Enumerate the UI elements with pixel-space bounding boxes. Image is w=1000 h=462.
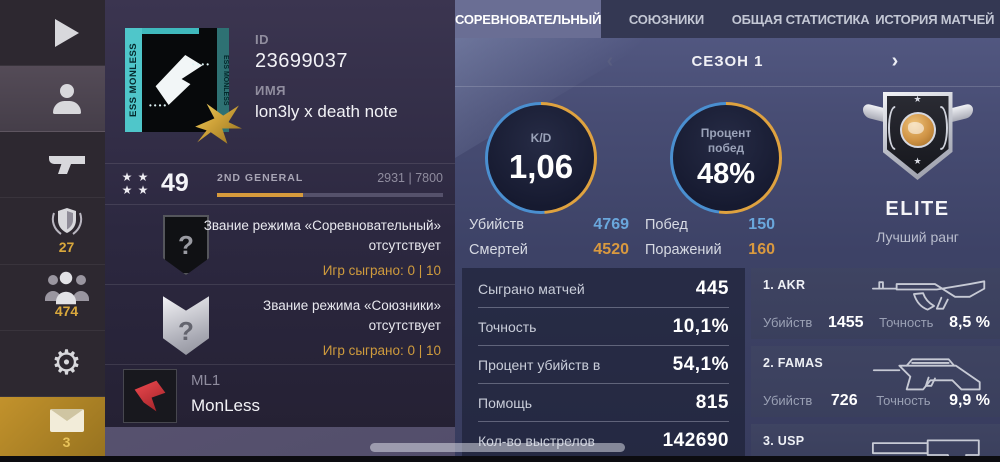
id-label: ID xyxy=(255,32,269,47)
kd-label: K/D xyxy=(530,130,552,145)
play-icon xyxy=(54,18,79,47)
avatar-side-text-right: ESS MONLESS xyxy=(217,28,229,132)
identity-block: ID 23699037 ИМЯ lon3ly x death note xyxy=(255,32,398,122)
pistol-icon xyxy=(48,153,86,177)
divider xyxy=(455,86,1000,87)
winrate-value: 48% xyxy=(696,157,756,190)
rifle-icon xyxy=(867,274,992,316)
tab-allies[interactable]: СОЮЗНИКИ xyxy=(628,11,705,27)
clan-tag: ML1 xyxy=(191,372,221,389)
achievements-count: 27 xyxy=(58,238,75,255)
stat-row-matches: Сыграно матчей 445 xyxy=(478,270,729,308)
wins-value: 150 xyxy=(748,216,775,233)
level-stars-icon: ★ ★ ★ ★ xyxy=(121,170,149,197)
allies-rank-row[interactable]: ? Звание режима «Союзники» отсутствует Иг… xyxy=(105,286,455,365)
losses-value: 160 xyxy=(748,241,775,258)
player-name: lon3ly x death note xyxy=(255,102,398,121)
winrate-breakdown: Побед 150 Поражений 160 xyxy=(645,216,775,266)
deaths-label: Смертей xyxy=(469,242,528,258)
sidebar-item-mail[interactable]: 3 xyxy=(0,396,105,462)
person-icon xyxy=(52,83,82,114)
famas-icon xyxy=(867,352,992,394)
level-xp: 2931 | 7800 xyxy=(377,171,443,185)
sidebar-item-friends[interactable]: 474 xyxy=(0,265,105,331)
losses-label: Поражений xyxy=(645,242,722,258)
avatar[interactable]: ESS MONLESS ESS MONLESS •••• •••• xyxy=(125,28,242,144)
stats-panel: СОРЕВНОВАТЕЛЬНЫЙ СОЮЗНИКИ ОБЩАЯ СТАТИСТИ… xyxy=(455,0,1000,462)
stat-row-shots: Кол-во выстрелов 142690 xyxy=(478,430,729,451)
horizontal-scrollbar[interactable] xyxy=(370,443,625,452)
level-rank-title: 2ND GENERAL xyxy=(217,172,304,184)
kd-value: 1,06 xyxy=(508,147,574,185)
avatar-dots: •••• xyxy=(191,60,211,69)
clan-logo xyxy=(123,369,177,423)
weapon-card-usp[interactable]: 3. USP xyxy=(751,424,1000,462)
player-panel: ESS MONLESS ESS MONLESS •••• •••• ID 236… xyxy=(105,0,455,427)
competitive-rank-title: Звание режима «Соревновательный» отсутств… xyxy=(203,218,441,253)
elite-rank-badge-icon: ★ ★ xyxy=(862,92,973,184)
id-value: 23699037 xyxy=(255,50,348,72)
competitive-rank-row[interactable]: ? Звание режима «Соревновательный» отсутс… xyxy=(105,206,455,285)
xp-progress-fill xyxy=(217,193,303,197)
winrate-ring: Процент побед 48% xyxy=(670,102,782,214)
kd-breakdown: Убийств 4769 Смертей 4520 xyxy=(469,216,629,266)
allies-rank-games: Игр сыграно: 0 | 10 xyxy=(322,343,441,359)
stats-tabbar: СОРЕВНОВАТЕЛЬНЫЙ СОЮЗНИКИ ОБЩАЯ СТАТИСТИ… xyxy=(455,0,1000,38)
season-next-icon[interactable]: › xyxy=(891,50,899,72)
weapon-card-akr[interactable]: 1. AKR Убийств 1455 Точность 8,5 % xyxy=(751,268,1000,339)
season-stats-list: Сыграно матчей 445 Точность 10,1% Процент … xyxy=(462,268,745,462)
allies-rank-title: Звание режима «Союзники» отсутствует xyxy=(263,298,441,333)
tab-overall-stats[interactable]: ОБЩАЯ СТАТИСТИКА xyxy=(731,11,870,27)
shield-laurel-icon xyxy=(46,207,88,237)
kd-ring: K/D 1,06 xyxy=(485,102,597,214)
tab-match-history[interactable]: ИСТОРИЯ МАТЧЕЙ xyxy=(875,11,995,27)
kills-label: Убийств xyxy=(469,217,524,233)
tab-competitive[interactable]: СОРЕВНОВАТЕЛЬНЫЙ xyxy=(455,0,601,38)
season-label: СЕЗОН 1 xyxy=(691,53,764,70)
best-rank-block: ★ ★ ELITE Лучший ранг xyxy=(850,92,985,245)
clan-name: MonLess xyxy=(191,396,260,415)
sidebar-item-settings[interactable]: ⚙ xyxy=(0,331,105,397)
avatar-dots: •••• xyxy=(149,101,169,110)
competitive-rank-games: Игр сыграно: 0 | 10 xyxy=(322,263,441,279)
weapon-name: 2. FAMAS xyxy=(763,356,824,370)
level-number: 49 xyxy=(161,169,189,197)
level-row: ★ ★ ★ ★ 49 2ND GENERAL 2931 | 7800 xyxy=(105,163,455,205)
best-rank-subtitle: Лучший ранг xyxy=(876,229,959,245)
name-label: ИМЯ xyxy=(255,83,287,98)
gear-icon: ⚙ xyxy=(51,344,82,383)
mail-count: 3 xyxy=(62,433,71,450)
weapon-stats: Убийств 1455 Точность 8,5 % xyxy=(763,314,990,331)
people-icon xyxy=(44,271,89,305)
season-selector: ‹ СЕЗОН 1 › xyxy=(455,38,1000,86)
wins-label: Побед xyxy=(645,217,688,233)
stat-row-accuracy: Точность 10,1% xyxy=(478,308,729,346)
bottom-system-bar xyxy=(0,456,1000,462)
stat-row-assists: Помощь 815 xyxy=(478,384,729,422)
clan-row[interactable]: ML1 MonLess xyxy=(105,366,455,427)
sidebar-item-achievements[interactable]: 27 xyxy=(0,198,105,265)
xp-progress-bar xyxy=(217,193,443,197)
sidebar-item-weapons[interactable] xyxy=(0,132,105,199)
sidebar-item-profile[interactable] xyxy=(0,66,105,133)
best-rank-title: ELITE xyxy=(885,198,950,220)
deaths-value: 4520 xyxy=(593,241,629,258)
sidebar-item-play[interactable] xyxy=(0,0,105,67)
winrate-label: Процент побед xyxy=(700,125,752,155)
weapon-name: 1. AKR xyxy=(763,278,806,292)
sidebar: 27 474 ⚙ 3 xyxy=(0,0,105,462)
globe-icon xyxy=(899,112,936,148)
friends-count: 474 xyxy=(54,303,79,320)
top-weapons-list: 1. AKR Убийств 1455 Точность 8,5 % 2. FAMA… xyxy=(751,268,1000,462)
stat-row-headshot-pct: Процент убийств в 54,1% xyxy=(478,346,729,384)
weapon-name: 3. USP xyxy=(763,434,805,448)
weapon-stats: Убийств 726 Точность 9,9 % xyxy=(763,392,990,409)
season-prev-icon[interactable]: ‹ xyxy=(606,50,614,72)
avatar-side-text: ESS MONLESS xyxy=(125,28,142,132)
kills-value: 4769 xyxy=(593,216,629,233)
envelope-icon xyxy=(49,408,84,432)
avatar-top-stripe xyxy=(142,28,200,34)
weapon-card-famas[interactable]: 2. FAMAS Убийств 726 Точность 9,9 % xyxy=(751,346,1000,417)
